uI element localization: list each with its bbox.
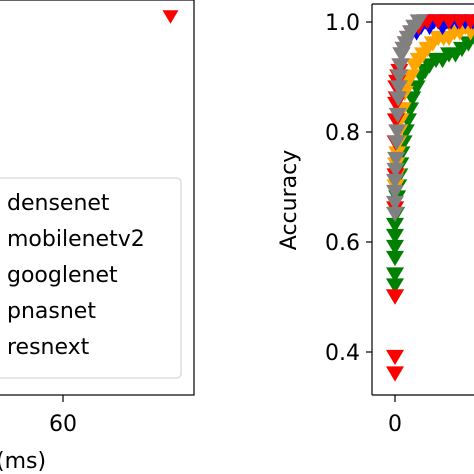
right-x-tick-label-0: 0 [388, 412, 402, 437]
right-marker-4-4 [386, 162, 405, 179]
right-marker-4-0 [386, 206, 404, 223]
left-panel: densenet mobilenetv2 googlenet pnasnet r… [0, 0, 195, 474]
left-markers [162, 10, 179, 24]
legend-entry-pnasnet: pnasnet [7, 299, 96, 324]
legend-entry-densenet: densenet [7, 191, 110, 216]
legend-entry-resnext: resnext [7, 335, 90, 360]
right-marker-4-19 [409, 14, 428, 30]
left-marker-0-1 [162, 10, 179, 24]
right-marker-0-2 [386, 289, 404, 305]
right-marker-2-11 [402, 69, 421, 85]
left-x-axis-label: (ms) [0, 449, 46, 474]
right-marker-4-3 [386, 173, 404, 190]
right-marker-4-7 [388, 124, 407, 140]
right-marker-0-1 [386, 349, 404, 366]
right-y-tick-label-0: 0.4 [325, 341, 360, 366]
right-y-tick-label-3: 1.0 [325, 11, 360, 36]
right-marker-4-6 [387, 135, 406, 151]
right-marker-3-4 [386, 239, 404, 256]
right-y-tick-label-1: 0.6 [325, 231, 360, 256]
right-marker-3-2 [386, 267, 404, 283]
right-y-tick-label-2: 0.8 [325, 121, 360, 146]
right-marker-4-9 [389, 91, 408, 107]
right-panel: Accuracy 0.4 0.6 0.8 1.0 01 [277, 3, 474, 437]
right-marker-3-5 [386, 228, 404, 245]
right-marker-4-5 [387, 151, 406, 168]
right-marker-3-1 [386, 278, 404, 294]
right-y-ticks: 0.4 0.6 0.8 1.0 [325, 11, 372, 366]
right-marker-4-10 [389, 80, 408, 96]
right-marker-3-3 [386, 250, 404, 267]
right-marker-4-2 [386, 184, 404, 201]
legend-box [0, 177, 182, 379]
right-marker-4-8 [388, 107, 407, 124]
right-marker-0-0 [386, 366, 404, 382]
right-x-ticks: 01 [388, 395, 402, 437]
right-marker-0-25 [461, 14, 474, 30]
left-plot-frame [0, 0, 195, 396]
right-markers [386, 14, 474, 382]
right-marker-3-6 [386, 217, 404, 234]
legend-entry-mobilenetv2: mobilenetv2 [7, 227, 145, 252]
right-marker-4-1 [386, 195, 404, 212]
right-marker-2-23 [461, 25, 474, 41]
right-marker-4-12 [391, 58, 410, 74]
right-y-axis-label: Accuracy [277, 150, 302, 250]
legend: densenet mobilenetv2 googlenet pnasnet r… [0, 177, 182, 379]
left-x-tick-60: 60 [49, 412, 77, 437]
legend-entry-googlenet: googlenet [7, 263, 118, 288]
right-marker-4-11 [390, 69, 409, 85]
